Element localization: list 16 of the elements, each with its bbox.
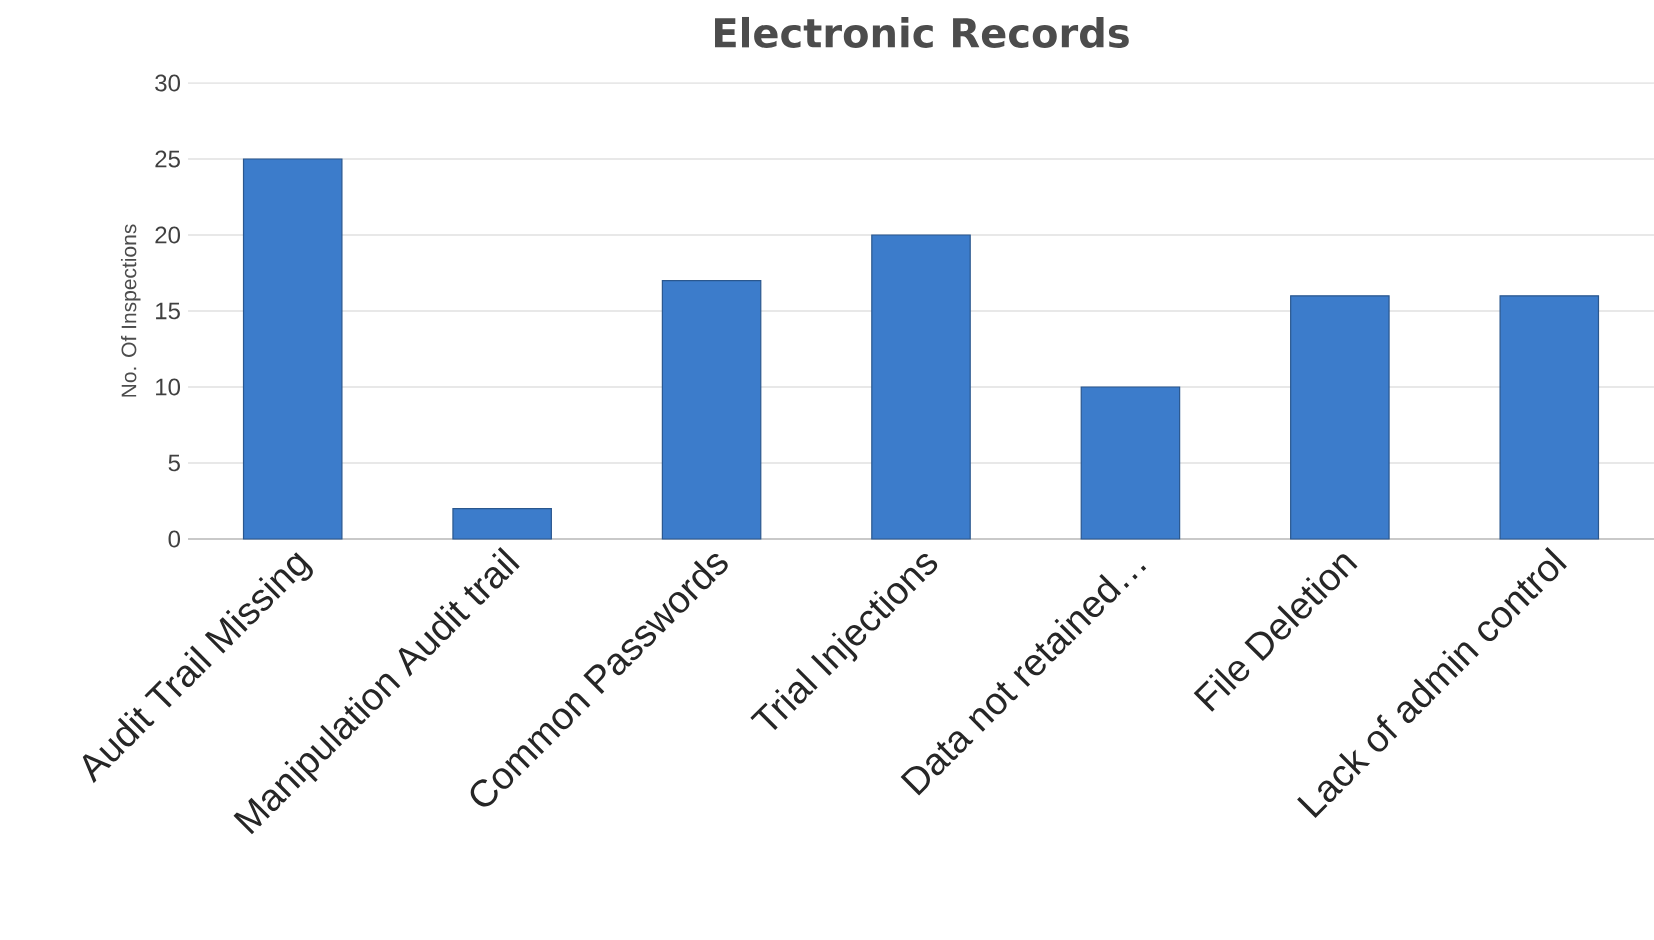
y-tick-label: 0 <box>168 530 181 548</box>
bar <box>871 234 971 540</box>
y-tick-label: 15 <box>156 302 180 320</box>
y-tick-label: 20 <box>155 226 181 244</box>
bar <box>1290 295 1390 540</box>
y-tick-label: 5 <box>168 454 180 472</box>
y-tick-label: 30 <box>155 74 181 92</box>
bar <box>661 279 762 540</box>
y-tick-label: 10 <box>156 378 181 396</box>
bar <box>1499 295 1600 540</box>
y-tick-label: 25 <box>155 150 180 168</box>
bar <box>452 507 552 540</box>
bar <box>242 158 343 540</box>
y-axis-title: No. Of Inspections <box>120 224 141 397</box>
bar <box>1080 386 1181 540</box>
chart-title: Electronic Records <box>715 16 1129 48</box>
